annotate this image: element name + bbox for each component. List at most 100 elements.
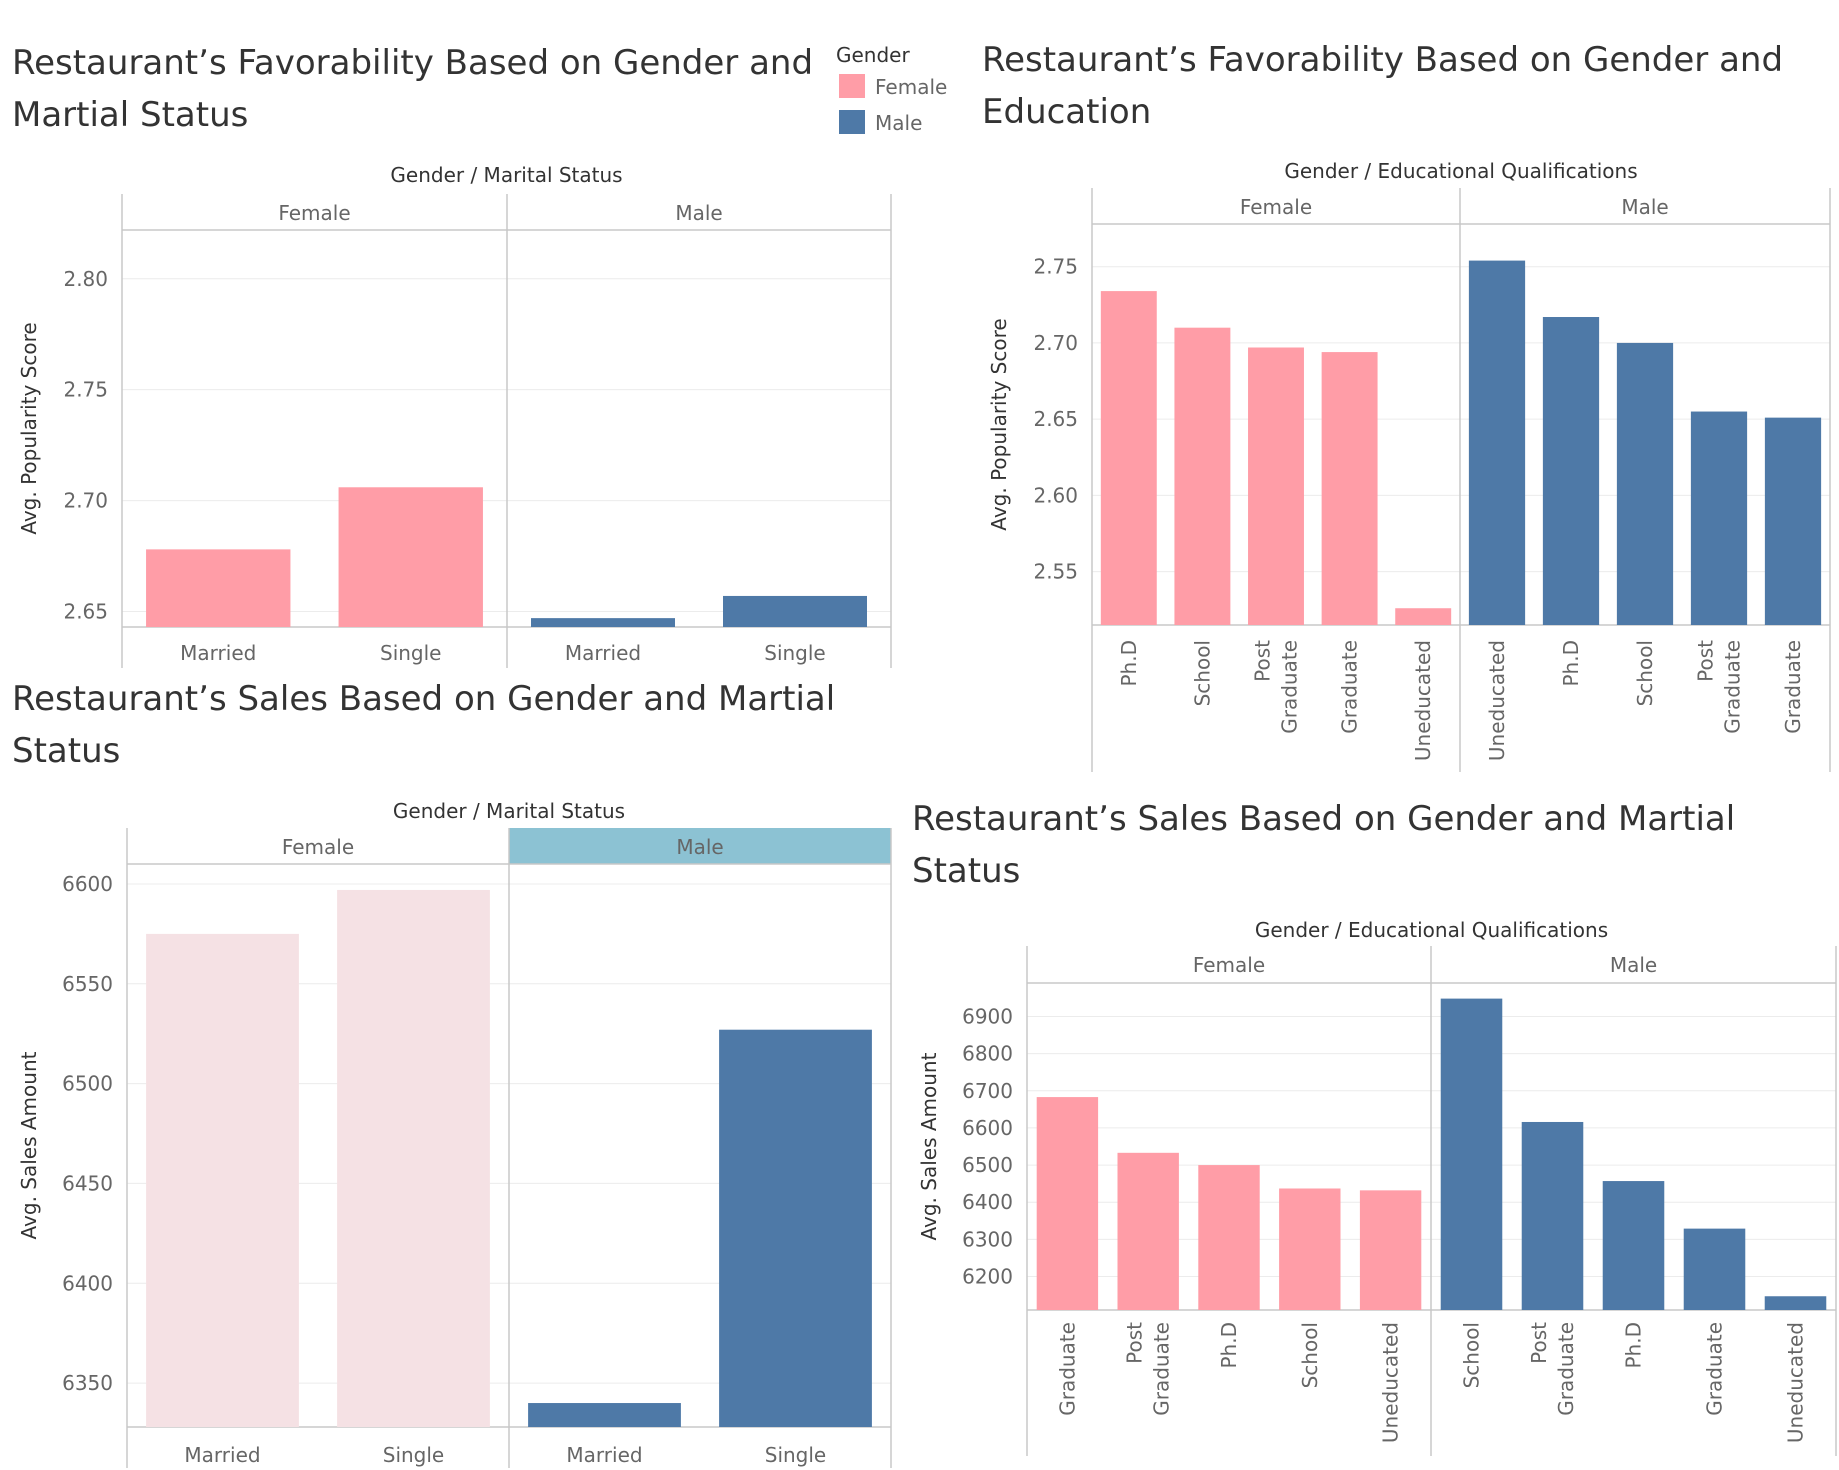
legend-swatch-female: [839, 74, 865, 98]
category-label: Post: [1251, 640, 1275, 682]
y-tick-label: 6700: [962, 1079, 1013, 1103]
y-tick-label: 2.70: [1033, 331, 1078, 355]
bar: [1683, 1228, 1746, 1310]
chart-title-line: Restaurant’s Sales Based on Gender and M…: [12, 679, 835, 719]
legend-label-female[interactable]: Female: [875, 75, 947, 99]
category-label: Post: [1527, 1322, 1551, 1364]
bar: [1764, 1296, 1827, 1310]
gender-legend: Gender Female Male: [836, 43, 947, 135]
category-label: Single: [764, 641, 825, 665]
bar: [1764, 417, 1822, 625]
category-label: Graduate: [1338, 640, 1362, 734]
panel-header-female: Female: [278, 201, 350, 225]
panel-header-male: Male: [1610, 953, 1657, 977]
panel-header-male: Male: [676, 835, 723, 859]
bar: [1395, 608, 1452, 625]
y-tick-label: 2.70: [63, 489, 108, 513]
chart-title-line: Education: [982, 92, 1151, 132]
y-tick-label: 6550: [62, 972, 113, 996]
bar: [1521, 1121, 1584, 1310]
y-axis-title: Avg. Popularity Score: [987, 318, 1011, 530]
bar: [1359, 1190, 1422, 1310]
panel-header-female: Female: [1193, 953, 1265, 977]
chart-sales-marital: Restaurant’s Sales Based on Gender and M…: [12, 679, 892, 1468]
bar: [1616, 342, 1674, 625]
legend-swatch-male: [839, 110, 865, 134]
category-label: Married: [566, 1443, 642, 1467]
bar: [1602, 1181, 1665, 1310]
panel-header-male: Male: [675, 201, 722, 225]
bar: [1248, 347, 1304, 625]
y-tick-label: 2.80: [63, 267, 108, 291]
category-label: Married: [184, 1443, 260, 1467]
bar: [1198, 1165, 1260, 1310]
category-label: Uneducated: [1485, 640, 1509, 761]
bar: [1100, 291, 1157, 625]
category-label: Graduate: [1055, 1322, 1079, 1416]
category-label: Post: [1694, 640, 1718, 682]
bar: [1117, 1152, 1179, 1310]
y-tick-label: 6600: [62, 872, 113, 896]
legend-label-male[interactable]: Male: [875, 111, 922, 135]
panel-header-female: Female: [282, 835, 354, 859]
category-label: Post: [1123, 1322, 1147, 1364]
bar: [1468, 260, 1526, 625]
y-tick-label: 6400: [62, 1271, 113, 1295]
category-label: Graduate: [1554, 1322, 1578, 1416]
category-label: Uneducated: [1379, 1322, 1403, 1443]
y-tick-label: 6500: [62, 1072, 113, 1096]
y-tick-label: 2.75: [1033, 255, 1078, 279]
chart-title-line: Status: [912, 851, 1020, 891]
chart-title-line: Restaurant’s Favorability Based on Gende…: [982, 40, 1783, 80]
panel-header-male: Male: [1621, 195, 1668, 219]
column-header: Gender / Educational Qualifications: [1255, 918, 1608, 942]
y-tick-label: 2.55: [1033, 560, 1078, 584]
category-label: School: [1298, 1322, 1322, 1388]
category-label: Ph.D: [1622, 1322, 1646, 1369]
bar: [1174, 327, 1231, 625]
category-label: Single: [765, 1443, 826, 1467]
y-tick-label: 2.65: [1033, 407, 1078, 431]
column-header: Gender / Marital Status: [393, 799, 625, 823]
panel-header-female: Female: [1240, 195, 1312, 219]
bar: [1542, 317, 1600, 625]
header-highlight: [509, 828, 891, 864]
y-tick-label: 6350: [62, 1371, 113, 1395]
category-label: Ph.D: [1217, 1322, 1241, 1369]
y-tick-label: 6900: [962, 1004, 1013, 1028]
y-tick-label: 6450: [62, 1171, 113, 1195]
category-label: Single: [383, 1443, 444, 1467]
y-axis-title: Avg. Sales Amount: [917, 1052, 941, 1240]
y-tick-label: 2.65: [63, 599, 108, 623]
legend-title: Gender: [836, 43, 910, 67]
bar: [337, 889, 490, 1427]
bar: [1690, 411, 1748, 625]
chart-title-line: Restaurant’s Favorability Based on Gende…: [12, 43, 813, 83]
category-label: Graduate: [1703, 1322, 1727, 1416]
bar: [531, 618, 675, 627]
category-label: Graduate: [1150, 1322, 1174, 1416]
category-label: School: [1460, 1322, 1484, 1388]
column-header: Gender / Marital Status: [390, 163, 622, 187]
category-label: School: [1190, 640, 1214, 706]
bar: [528, 1403, 681, 1427]
bar: [719, 1029, 872, 1427]
y-axis-title: Avg. Popularity Score: [17, 322, 41, 534]
bar: [1440, 998, 1503, 1310]
category-label: School: [1633, 640, 1657, 706]
bar: [1036, 1097, 1099, 1310]
category-label: Ph.D: [1559, 640, 1583, 687]
chart-favorability-education: Restaurant’s Favorability Based on Gende…: [982, 40, 1831, 772]
category-label: Uneducated: [1411, 640, 1435, 761]
y-tick-label: 6800: [962, 1042, 1013, 1066]
y-tick-label: 2.75: [63, 378, 108, 402]
chart-title-line: Status: [12, 731, 120, 771]
category-label: Graduate: [1781, 640, 1805, 734]
y-tick-label: 2.60: [1033, 483, 1078, 507]
category-label: Ph.D: [1117, 640, 1141, 687]
category-label: Uneducated: [1784, 1322, 1808, 1443]
y-tick-label: 6300: [962, 1227, 1013, 1251]
bar: [146, 549, 291, 627]
bar: [146, 933, 299, 1427]
